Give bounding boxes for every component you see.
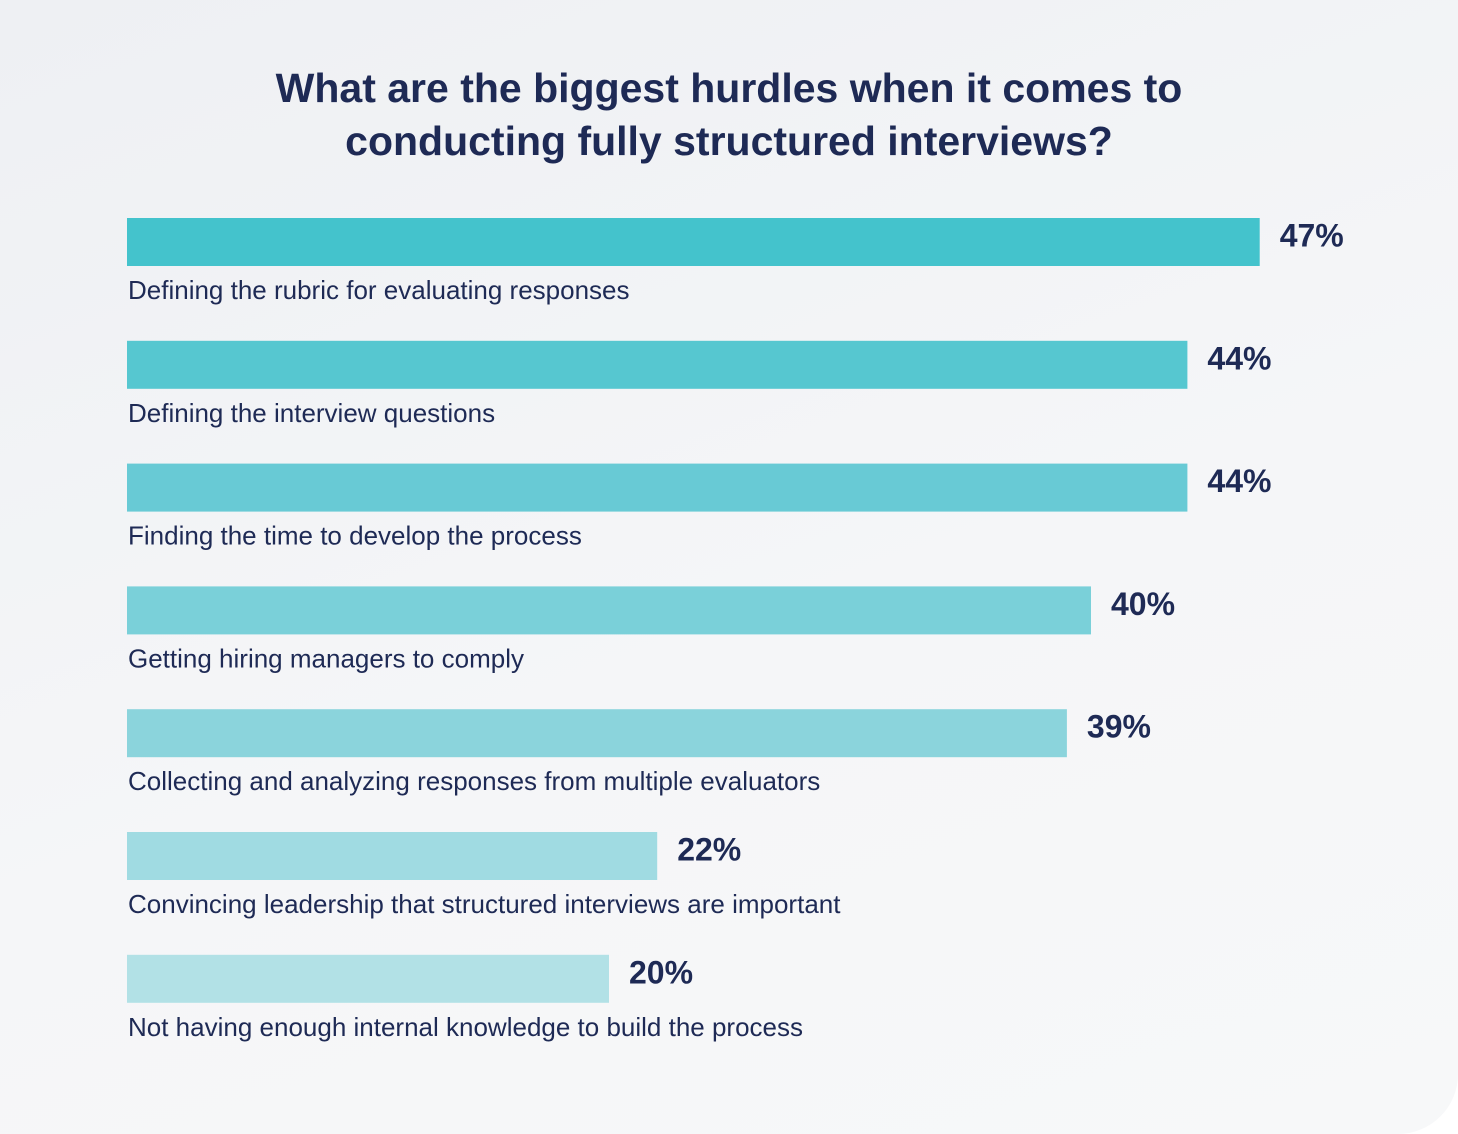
bar [127, 832, 658, 880]
category-label: Finding the time to develop the process [128, 521, 582, 551]
chart-title: What are the biggest hurdles when it com… [275, 65, 1183, 164]
value-label: 20% [629, 954, 693, 990]
category-label: Collecting and analyzing responses from … [128, 766, 820, 796]
bar [127, 218, 1260, 266]
bar [127, 586, 1091, 635]
bar [127, 340, 1188, 389]
value-label: 22% [677, 831, 741, 867]
value-label: 39% [1087, 709, 1151, 745]
value-label: 47% [1280, 217, 1344, 253]
category-label: Defining the rubric for evaluating respo… [128, 275, 630, 305]
category-label: Not having enough internal knowledge to … [128, 1012, 803, 1042]
category-label: Convincing leadership that structured in… [128, 889, 841, 919]
category-label: Getting hiring managers to comply [128, 643, 524, 673]
bar [127, 709, 1067, 758]
value-label: 40% [1111, 586, 1175, 622]
value-label: 44% [1207, 463, 1271, 499]
bar [127, 954, 609, 1003]
bar [127, 463, 1188, 512]
value-label: 44% [1207, 340, 1271, 376]
category-label: Defining the interview questions [128, 398, 495, 428]
